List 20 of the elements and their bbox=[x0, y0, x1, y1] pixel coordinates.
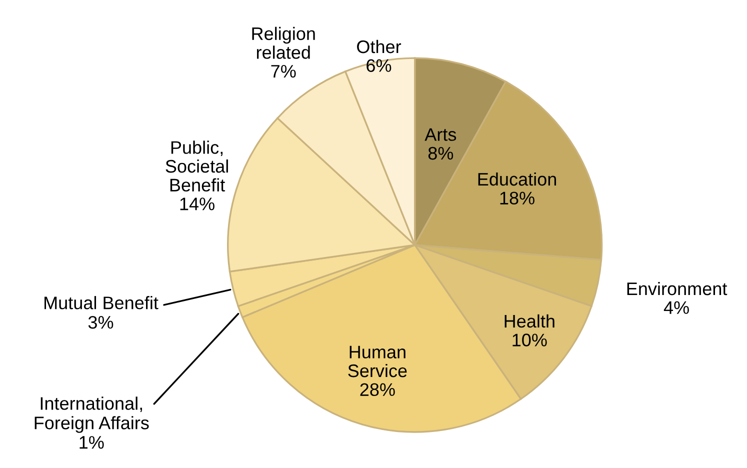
slice-label: Environment bbox=[627, 282, 728, 296]
data-label: 28% bbox=[360, 383, 395, 396]
slice-label: Arts bbox=[424, 128, 456, 141]
slice-label: Health bbox=[504, 314, 554, 328]
data-label: 7% bbox=[271, 64, 296, 78]
data-label: 3% bbox=[88, 316, 114, 329]
data-label: 8% bbox=[428, 146, 454, 160]
slice-label: Education bbox=[478, 172, 556, 186]
data-label: 6% bbox=[366, 59, 392, 72]
data-label: 10% bbox=[512, 334, 547, 346]
slice-label: Public, Societal Benefit bbox=[166, 140, 228, 192]
slice-label: International, Foreign Affairs bbox=[34, 396, 149, 433]
data-label: 4% bbox=[664, 301, 689, 314]
data-label: 14% bbox=[180, 198, 214, 210]
slice-label: Human Service bbox=[348, 346, 407, 378]
slice-label: Mutual Benefit bbox=[44, 296, 158, 310]
slice-label: Other bbox=[357, 40, 402, 54]
data-label: 1% bbox=[80, 436, 104, 449]
data-label: 18% bbox=[500, 192, 534, 204]
slice-label: Religion related bbox=[252, 26, 315, 59]
